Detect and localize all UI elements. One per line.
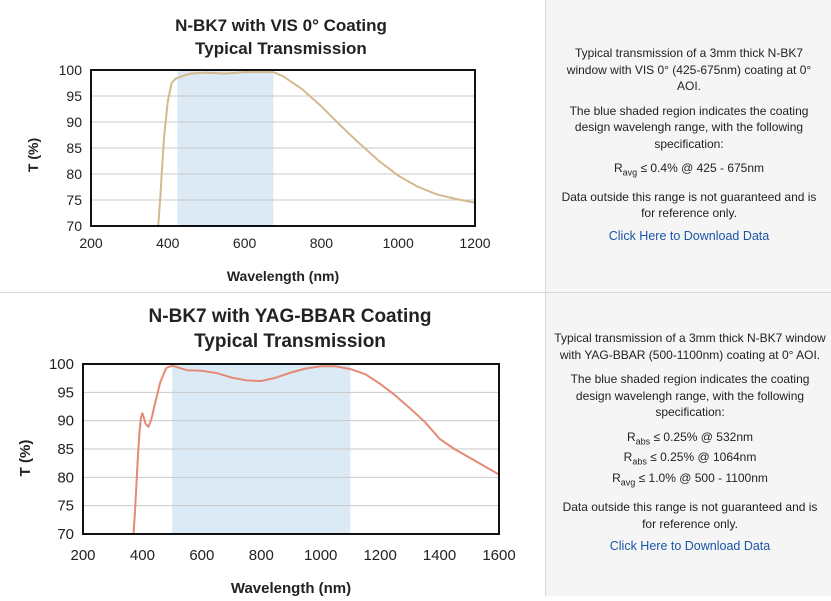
spec-list: Rabs ≤ 0.25% @ 532nm Rabs ≤ 0.25% @ 1064n…	[554, 429, 826, 492]
spec-line: Rabs ≤ 0.25% @ 1064nm	[554, 449, 826, 470]
spec-symbol: R	[612, 471, 621, 486]
x-axis-label: Wavelength (nm)	[227, 268, 339, 284]
download-data-link[interactable]: Click Here to Download Data	[608, 228, 770, 243]
description-disclaimer: Data outside this range is not guarantee…	[561, 189, 817, 221]
x-tick-label: 600	[233, 235, 257, 251]
x-tick-label: 1200	[363, 547, 396, 564]
chart-subtitle: Typical Transmission	[195, 39, 367, 58]
x-tick-label: 1200	[459, 235, 490, 251]
y-tick-label: 80	[66, 166, 82, 182]
row-divider	[0, 292, 831, 293]
chart-row-1: N-BK7 with VIS 0° Coating Typical Transmi…	[0, 0, 831, 292]
spec-subscript: avg	[620, 477, 636, 488]
x-tick-label: 400	[130, 547, 155, 564]
spec-line: Rabs ≤ 0.25% @ 532nm	[554, 429, 826, 450]
x-tick-label: 200	[70, 547, 95, 564]
x-axis-label: Wavelength (nm)	[231, 580, 351, 596]
y-tick-label: 90	[66, 114, 82, 130]
chart-cell-1: N-BK7 with VIS 0° Coating Typical Transmi…	[0, 0, 545, 292]
spec-list: Ravg ≤ 0.4% @ 425 - 675nm	[554, 160, 824, 181]
description-shaded-note: The blue shaded region indicates the coa…	[569, 103, 809, 151]
spec-symbol: R	[613, 161, 623, 175]
chart-vis-coating: N-BK7 with VIS 0° Coating Typical Transmi…	[25, 16, 491, 284]
x-tick-label: 600	[189, 547, 214, 564]
download-data-link[interactable]: Click Here to Download Data	[609, 539, 771, 554]
x-tick-label: 200	[79, 235, 103, 251]
y-tick-label: 85	[57, 441, 74, 458]
description-cell-2: Typical transmission of a 3mm thick N-BK…	[545, 293, 831, 596]
chart-yag-bbar-coating: N-BK7 with YAG-BBAR Coating Typical Trans…	[17, 306, 516, 597]
y-axis-label: T (%)	[25, 138, 41, 172]
description-intro: Typical transmission of a 3mm thick N-BK…	[566, 46, 812, 93]
y-axis-label: T (%)	[17, 440, 34, 477]
y-tick-label: 85	[66, 140, 82, 156]
y-tick-label: 100	[49, 356, 74, 373]
y-tick-label: 70	[66, 218, 82, 234]
spec-symbol: R	[626, 429, 636, 444]
spec-subscript: abs	[632, 456, 647, 467]
chart-title: N-BK7 with YAG-BBAR Coating	[149, 306, 432, 327]
y-tick-label: 70	[57, 526, 74, 543]
y-tick-label: 80	[57, 469, 74, 486]
x-tick-label: 800	[249, 547, 274, 564]
transmission-curve	[157, 71, 476, 227]
description-intro: Typical transmission of a 3mm thick N-BK…	[554, 331, 826, 362]
description-cell-1: Typical transmission of a 3mm thick N-BK…	[545, 0, 831, 292]
spec-text: ≤ 0.25% @ 532nm	[650, 429, 754, 444]
x-tick-label: 1400	[423, 547, 456, 564]
chart-subtitle: Typical Transmission	[194, 331, 386, 352]
spec-subscript: abs	[635, 435, 651, 446]
y-tick-label: 100	[59, 62, 83, 78]
spec-symbol: R	[623, 450, 633, 465]
chart-cell-2: N-BK7 with YAG-BBAR Coating Typical Trans…	[0, 293, 545, 597]
plot-frame	[82, 363, 500, 535]
spec-text: ≤ 0.25% @ 1064nm	[646, 450, 757, 465]
x-tick-label: 400	[156, 235, 180, 251]
transmission-curve	[132, 364, 500, 535]
x-tick-label: 1600	[482, 547, 515, 564]
y-tick-label: 75	[57, 498, 74, 515]
x-tick-label: 1000	[304, 547, 337, 564]
y-tick-label: 75	[66, 192, 82, 208]
y-tick-label: 90	[57, 413, 74, 430]
x-tick-label: 1000	[383, 235, 414, 251]
chart-title: N-BK7 with VIS 0° Coating	[175, 16, 387, 35]
spec-line: Ravg ≤ 1.0% @ 500 - 1100nm	[554, 470, 826, 491]
description-disclaimer: Data outside this range is not guarantee…	[562, 500, 818, 531]
spec-text: ≤ 0.4% @ 425 - 675nm	[637, 161, 765, 175]
spec-subscript: avg	[622, 167, 638, 178]
chart-row-2: N-BK7 with YAG-BBAR Coating Typical Trans…	[0, 293, 831, 597]
x-tick-label: 800	[310, 235, 334, 251]
y-tick-label: 95	[57, 384, 74, 401]
description-shaded-note: The blue shaded region indicates the coa…	[570, 372, 810, 419]
plot-frame	[90, 69, 476, 227]
spec-text: ≤ 1.0% @ 500 - 1100nm	[635, 471, 768, 486]
spec-line: Ravg ≤ 0.4% @ 425 - 675nm	[554, 160, 824, 181]
y-tick-label: 95	[66, 88, 82, 104]
